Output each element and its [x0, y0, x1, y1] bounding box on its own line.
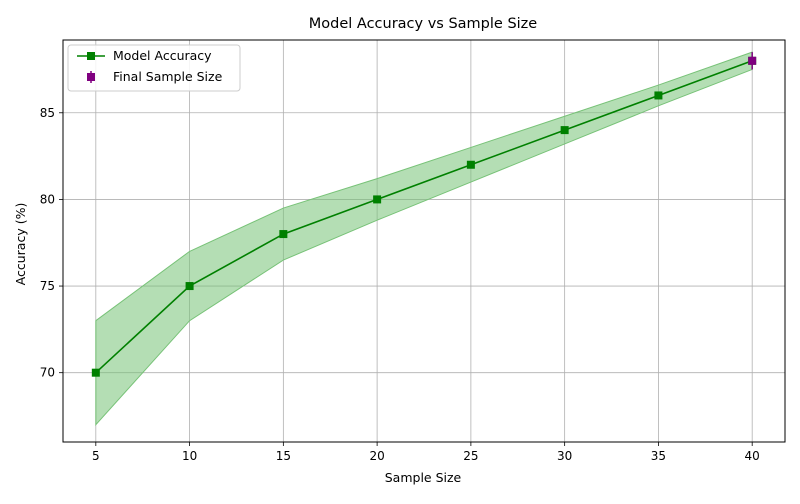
y-axis-label: Accuracy (%) [13, 203, 28, 286]
accuracy-point [466, 160, 475, 169]
accuracy-point [185, 282, 194, 291]
x-tick-label: 40 [745, 449, 760, 463]
final-sample-point [748, 56, 757, 65]
x-tick-label: 10 [182, 449, 197, 463]
x-tick-label: 25 [463, 449, 478, 463]
x-tick-label: 20 [369, 449, 384, 463]
accuracy-point [654, 91, 663, 100]
confidence-band [95, 51, 753, 426]
x-axis-label: Sample Size [385, 470, 462, 485]
grid [63, 40, 785, 442]
accuracy-line [95, 60, 753, 374]
accuracy-point [91, 368, 100, 377]
accuracy-point [560, 126, 569, 135]
x-tick-label: 5 [92, 449, 100, 463]
accuracy-point [279, 230, 288, 239]
series-layer [91, 52, 757, 377]
plot-frame [62, 39, 786, 443]
legend-final-label: Final Sample Size [113, 69, 223, 84]
y-tick-label: 70 [40, 366, 55, 380]
legend-accuracy-label: Model Accuracy [113, 48, 212, 63]
y-tick-label: 80 [40, 192, 55, 206]
x-tick-label: 15 [276, 449, 291, 463]
legend-box [67, 44, 241, 92]
y-tick-label: 85 [40, 106, 55, 120]
accuracy-point [373, 195, 382, 204]
legend: Model Accuracy Final Sample Size [67, 44, 241, 92]
legend-accuracy-marker [87, 52, 95, 60]
y-tick-label: 75 [40, 279, 55, 293]
legend-final-marker [87, 73, 95, 81]
axis-ticks: 5 10 15 20 25 30 35 40 70 75 80 85 [40, 106, 760, 463]
accuracy-confidence-band [95, 51, 753, 426]
x-tick-label: 35 [651, 449, 666, 463]
chart-title: Model Accuracy vs Sample Size [309, 16, 538, 32]
x-tick-label: 30 [557, 449, 572, 463]
